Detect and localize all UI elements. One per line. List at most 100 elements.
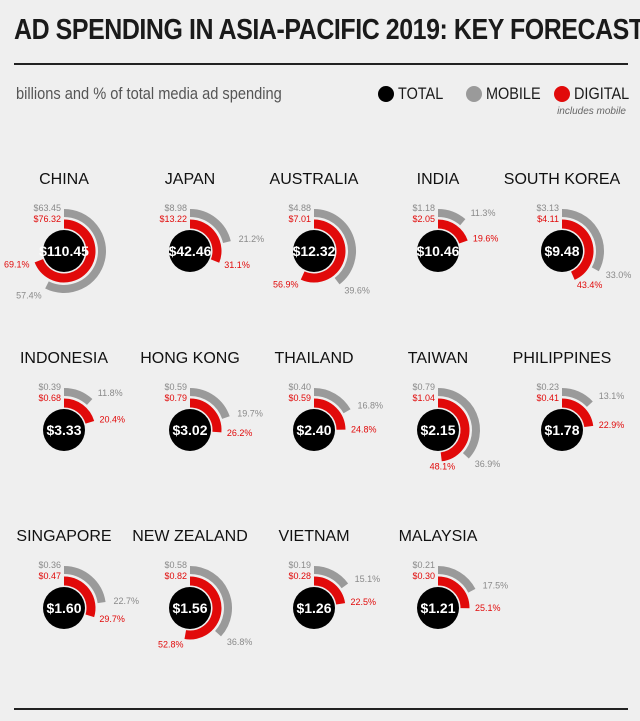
country-name: INDONESIA xyxy=(20,350,108,367)
country-group: CHINA $110.45 $63.45$76.32 57.4% 69.1% xyxy=(4,171,106,301)
mobile-value: $0.58 xyxy=(164,560,187,570)
legend-label-total: TOTAL xyxy=(398,84,444,103)
total-circle xyxy=(541,409,583,451)
digital-pct: 56.9% xyxy=(273,280,299,290)
mobile-arc xyxy=(313,388,351,414)
chart-subtitle: billions and % of total media ad spendin… xyxy=(16,84,282,103)
country-name: PHILIPPINES xyxy=(513,350,612,367)
total-circle xyxy=(417,409,459,451)
country-name: JAPAN xyxy=(165,171,215,188)
digital-value: $0.79 xyxy=(164,393,187,403)
digital-pct: 24.8% xyxy=(351,425,377,435)
country-name: MALAYSIA xyxy=(399,528,478,545)
digital-value: $7.01 xyxy=(288,214,311,224)
country-group: SINGAPORE $1.60 $0.36$0.47 22.7% 29.7% xyxy=(16,528,139,629)
total-value: $3.33 xyxy=(46,422,81,438)
digital-pct: 22.5% xyxy=(351,597,377,607)
digital-value: $13.22 xyxy=(159,214,187,224)
mobile-pct: 13.1% xyxy=(599,391,625,401)
country-name: TAIWAN xyxy=(408,350,468,367)
footer-rule xyxy=(14,708,628,710)
legend-swatch-total xyxy=(378,86,394,102)
mobile-pct: 15.1% xyxy=(355,574,381,584)
digital-value: $0.30 xyxy=(412,571,435,581)
digital-pct: 22.9% xyxy=(599,420,625,430)
legend-item-mobile: MOBILE xyxy=(466,84,550,104)
total-circle xyxy=(293,230,335,272)
total-value: $3.02 xyxy=(172,422,207,438)
digital-arc xyxy=(437,398,470,462)
digital-arc xyxy=(313,398,346,431)
country-group: MALAYSIA $1.21 $0.21$0.30 17.5% 25.1% xyxy=(399,528,509,629)
digital-value: $0.41 xyxy=(536,393,559,403)
mobile-pct: 36.9% xyxy=(475,459,501,469)
digital-pct: 43.4% xyxy=(577,280,603,290)
mobile-pct: 33.0% xyxy=(606,270,632,280)
mobile-arc xyxy=(63,388,93,406)
country-group: NEW ZEALAND $1.56 $0.58$0.82 36.8% 52.8% xyxy=(132,528,252,649)
country-name: CHINA xyxy=(39,171,89,188)
digital-pct: 31.1% xyxy=(224,260,250,270)
digital-arc xyxy=(189,398,222,433)
mobile-value: $0.59 xyxy=(164,382,187,392)
digital-arc xyxy=(63,398,95,424)
total-circle xyxy=(169,409,211,451)
digital-value: $0.28 xyxy=(288,571,311,581)
country-group: HONG KONG $3.02 $0.59$0.79 19.7% 26.2% xyxy=(140,350,263,451)
country-name: VIETNAM xyxy=(278,528,349,545)
legend: TOTAL MOBILE DIGITAL includes mobile xyxy=(378,84,629,124)
total-circle xyxy=(417,587,459,629)
mobile-value: $3.13 xyxy=(536,203,559,213)
digital-pct: 52.8% xyxy=(158,639,184,649)
total-value: $2.15 xyxy=(420,422,455,438)
digital-value: $76.32 xyxy=(33,214,61,224)
mobile-pct: 11.3% xyxy=(471,208,496,218)
total-value: $1.26 xyxy=(296,600,331,616)
digital-value: $2.05 xyxy=(412,214,435,224)
mobile-arc xyxy=(437,566,476,593)
chart-title: AD SPENDING IN ASIA-PACIFIC 2019: KEY FO… xyxy=(14,14,640,46)
total-circle xyxy=(417,230,459,272)
total-value: $9.48 xyxy=(544,243,579,259)
digital-arc xyxy=(184,576,222,640)
total-value: $10.46 xyxy=(417,243,460,259)
digital-value: $1.04 xyxy=(412,393,435,403)
total-circle xyxy=(169,230,211,272)
country-group: JAPAN $42.46 $8.98$13.22 21.2% 31.1% xyxy=(159,171,264,272)
digital-arc xyxy=(437,576,470,609)
legend-item-total: TOTAL xyxy=(378,84,451,104)
total-value: $110.45 xyxy=(39,243,89,259)
mobile-arc xyxy=(313,566,349,589)
total-circle xyxy=(43,587,85,629)
legend-swatch-digital xyxy=(554,86,570,102)
country-name: NEW ZEALAND xyxy=(132,528,248,545)
digital-value: $0.82 xyxy=(164,571,187,581)
digital-pct: 48.1% xyxy=(430,462,456,472)
mobile-value: $4.88 xyxy=(288,203,311,213)
total-value: $1.21 xyxy=(420,600,455,616)
country-group: AUSTRALIA $12.32 $4.88$7.01 39.6% 56.9% xyxy=(270,171,370,296)
country-group: INDIA $10.46 $1.18$2.05 11.3% 19.6% xyxy=(412,171,498,272)
total-value: $2.40 xyxy=(296,422,331,438)
mobile-arc xyxy=(189,209,231,244)
country-group: INDONESIA $3.33 $0.39$0.68 11.8% 20.4% xyxy=(20,350,125,451)
mobile-value: $1.18 xyxy=(412,203,435,213)
digital-pct: 20.4% xyxy=(100,415,126,425)
digital-arc xyxy=(300,219,346,283)
total-value: $1.56 xyxy=(172,600,207,616)
country-name: THAILAND xyxy=(274,350,353,367)
mobile-arc xyxy=(63,566,106,604)
mobile-value: $63.45 xyxy=(33,203,61,213)
mobile-pct: 17.5% xyxy=(483,580,509,590)
digital-arc xyxy=(561,219,594,280)
total-value: $42.46 xyxy=(169,243,212,259)
digital-value: $0.59 xyxy=(288,393,311,403)
mobile-value: $0.79 xyxy=(412,382,435,392)
mobile-pct: 39.6% xyxy=(344,286,370,296)
digital-value: $0.68 xyxy=(38,393,61,403)
digital-pct: 25.1% xyxy=(475,603,501,613)
mobile-pct: 16.8% xyxy=(358,400,384,410)
total-value: $1.78 xyxy=(544,422,579,438)
mobile-arc xyxy=(437,388,480,459)
